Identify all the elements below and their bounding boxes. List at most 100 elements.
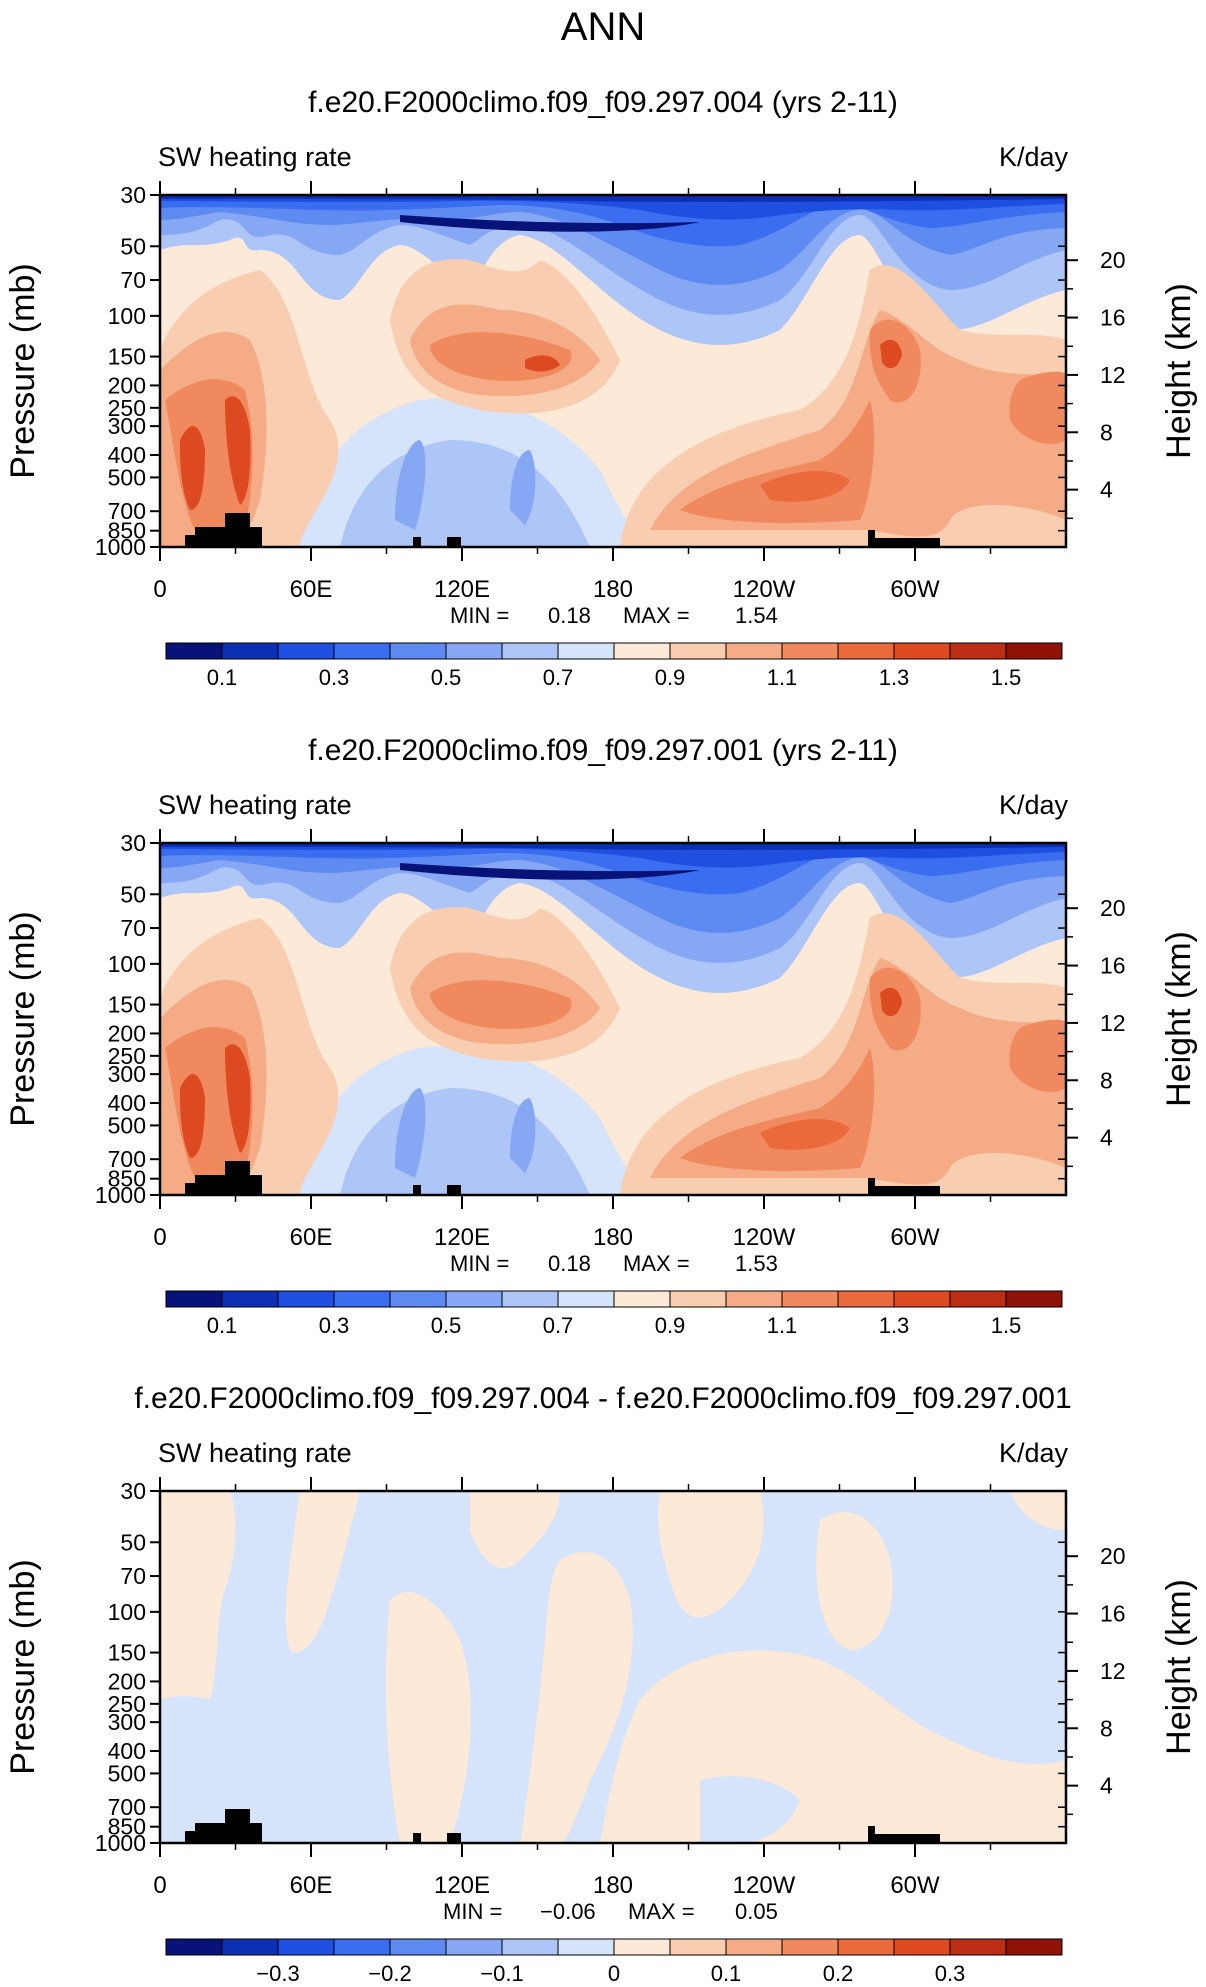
colorbar-box <box>445 1290 503 1308</box>
colorbar-label: 1.1 <box>767 665 798 690</box>
colorbar-box <box>725 1290 783 1308</box>
x-tick-label: 60E <box>290 576 333 603</box>
y-tick-label: 850 <box>108 518 146 544</box>
lower-blue-3 <box>395 1088 426 1178</box>
y2-axis-title: Height (km) <box>1160 1579 1198 1755</box>
diff-cool-2 <box>700 1776 800 1843</box>
variable-label: SW heating rate <box>158 1438 352 1468</box>
y-tick-label: 200 <box>108 1020 146 1046</box>
y-tick-label: 100 <box>108 951 146 977</box>
x-tick-label: 60W <box>890 576 940 603</box>
colorbar-box <box>165 1290 223 1308</box>
terrain-island-2 <box>447 1833 461 1843</box>
terrain-island-1 <box>413 1185 421 1195</box>
y-tick-label: 500 <box>108 1760 146 1786</box>
colorbar-label: 1.1 <box>767 1313 798 1338</box>
max-label: MAX = <box>623 1251 690 1276</box>
y2-tick-label: 4 <box>1100 1125 1113 1151</box>
colorbar-box <box>333 1938 391 1956</box>
warm-left-core-2 <box>225 1044 251 1153</box>
terrain-island-2 <box>447 537 461 547</box>
y-tick-label: 30 <box>120 830 146 856</box>
units-label: K/day <box>999 142 1069 172</box>
terrain-andes <box>868 1826 940 1843</box>
x-tick-label: 120W <box>733 1224 796 1251</box>
band-blue-2 <box>160 843 1066 933</box>
y-tick-label: 70 <box>120 267 146 293</box>
y2-tick-label: 16 <box>1100 1601 1126 1627</box>
colorbar-label: 0.3 <box>319 1313 350 1338</box>
min-label: MIN = <box>450 1251 509 1276</box>
y-tick-label: 30 <box>120 1478 146 1504</box>
warm-mid-3 <box>430 980 572 1029</box>
min-value: 0.18 <box>548 1251 591 1276</box>
colorbar-box <box>221 642 279 660</box>
y-tick-label: 400 <box>108 1090 146 1116</box>
units-label: K/day <box>999 1438 1069 1468</box>
y2-tick-label: 4 <box>1100 477 1113 503</box>
max-value: 0.05 <box>735 1899 778 1924</box>
terrain-andes <box>868 1178 940 1195</box>
colorbar-label: 0 <box>608 1961 620 1986</box>
y-tick-label: 850 <box>108 1814 146 1840</box>
colorbar-label: 0.1 <box>207 665 238 690</box>
warm-right-core-1 <box>760 470 850 502</box>
warm-left-core-1 <box>180 1074 205 1158</box>
y-tick-label: 150 <box>108 992 146 1018</box>
y-tick-label: 150 <box>108 1640 146 1666</box>
variable-label: SW heating rate <box>158 790 352 820</box>
warm-right-5 <box>1009 1019 1066 1092</box>
y-tick-label: 30 <box>120 182 146 208</box>
warm-right-core-2 <box>880 339 902 369</box>
colorbar-box <box>445 1938 503 1956</box>
colorbar-box <box>837 1938 895 1956</box>
band-blue-5 <box>160 195 1066 202</box>
colorbar-box <box>949 1290 1007 1308</box>
colorbar-box <box>1005 642 1063 660</box>
colorbar-box <box>277 1290 335 1308</box>
colorbar-label: 0.3 <box>935 1961 966 1986</box>
max-value: 1.53 <box>735 1251 778 1276</box>
y-tick-label: 700 <box>108 1146 146 1172</box>
diff-warm-9 <box>1010 1491 1066 1530</box>
y2-tick-label: 8 <box>1100 1067 1113 1093</box>
colorbar-box <box>837 1290 895 1308</box>
min-label: MIN = <box>450 603 509 628</box>
diff-warm-4 <box>470 1491 560 1569</box>
colorbar-box <box>669 642 727 660</box>
band-blue-3 <box>160 195 1066 247</box>
colorbar-label: 0.7 <box>543 1313 574 1338</box>
y-tick-label: 50 <box>120 233 146 259</box>
y-tick-label: 70 <box>120 915 146 941</box>
colorbar-box <box>557 642 615 660</box>
y-tick-label: 100 <box>108 303 146 329</box>
diff-warm-3 <box>385 1592 471 1843</box>
diff-warm-8 <box>816 1512 893 1650</box>
terrain-africa <box>185 1809 262 1843</box>
x-tick-label: 0 <box>153 1872 166 1899</box>
colorbar-box <box>501 1938 559 1956</box>
terrain-andes <box>868 530 940 547</box>
terrain-africa <box>185 513 262 547</box>
colorbar-2: −0.3 −0.2 −0.1 0 0.1 0.2 0.3 <box>165 1938 1063 1986</box>
colorbar-box <box>669 1290 727 1308</box>
band-blue-5 <box>160 843 1066 850</box>
y2-tick-label: 16 <box>1100 305 1126 331</box>
panel-title: f.e20.F2000climo.f09_f09.297.004 - f.e20… <box>134 1382 1071 1415</box>
lower-blue-3 <box>395 440 426 530</box>
warm-right-core-1 <box>760 1118 850 1150</box>
colorbar-box <box>893 1290 951 1308</box>
y2-tick-label: 20 <box>1100 1543 1126 1569</box>
colorbar-label: 0.7 <box>543 665 574 690</box>
y-tick-label: 150 <box>108 344 146 370</box>
terrain-island-2 <box>447 1185 461 1195</box>
colorbar-label: 0.9 <box>655 665 686 690</box>
y2-tick-label: 12 <box>1100 362 1126 388</box>
y-tick-label: 1000 <box>95 1830 146 1856</box>
panel-model-004: f.e20.F2000climo.f09_f09.297.004 (yrs 2-… <box>4 86 1198 628</box>
colorbar-box <box>557 1290 615 1308</box>
panel-difference: f.e20.F2000climo.f09_f09.297.004 - f.e20… <box>4 1382 1198 1924</box>
